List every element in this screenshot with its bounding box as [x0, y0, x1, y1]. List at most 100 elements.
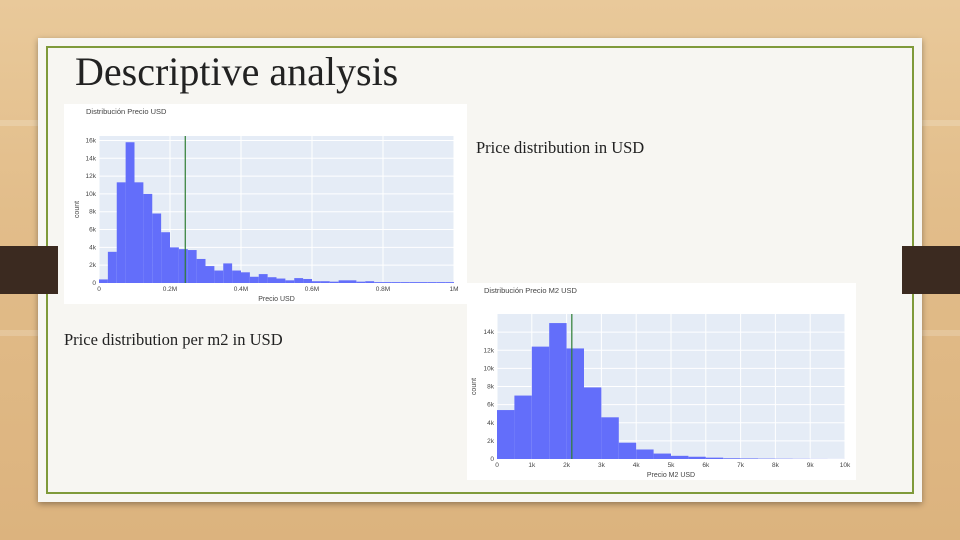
histogram-bar — [187, 250, 197, 283]
histogram-bar — [214, 270, 224, 283]
right-slide-tab — [902, 246, 960, 294]
chart-title: Distribución Precio USD — [86, 107, 167, 116]
histogram-bar — [365, 281, 375, 283]
histogram-bar — [312, 281, 321, 283]
price-histogram-chart: Distribución Precio USD 0 2k 4k 6k 8k 10k 12k 14… — [64, 104, 467, 304]
y-tick-label: 16k — [86, 137, 97, 144]
x-tick-label: 1k — [528, 462, 536, 469]
histogram-bar — [400, 282, 410, 283]
y-axis-label: count — [74, 201, 81, 218]
histogram-bar — [418, 282, 428, 283]
histogram-bar — [374, 282, 383, 283]
x-axis-label: Precio M2 USD — [647, 472, 695, 479]
y-tick-label: 10k — [484, 365, 495, 372]
y-tick-label: 8k — [89, 209, 97, 216]
histogram-bar — [196, 258, 206, 283]
price-m2-histogram-chart: Distribución Precio M2 USD 0 2k 4k 6k 8k 10k 12… — [467, 283, 856, 480]
y-tick-label: 12k — [484, 347, 495, 354]
histogram-bar — [740, 458, 758, 459]
y-tick-label: 2k — [487, 438, 495, 445]
x-tick-label: 8k — [772, 462, 780, 469]
histogram-bar — [294, 278, 304, 283]
histogram-bar — [232, 270, 241, 283]
histogram-bar — [497, 410, 515, 459]
x-tick-label: 0 — [495, 462, 499, 469]
y-tick-label: 6k — [487, 402, 495, 409]
y-tick-label: 2k — [89, 262, 97, 269]
histogram-bar — [143, 193, 153, 283]
histogram-bar — [125, 142, 135, 283]
chart-title: Distribución Precio M2 USD — [484, 286, 578, 295]
histogram-bar — [107, 251, 117, 283]
histogram-bar — [436, 282, 446, 283]
x-tick-label: 2k — [563, 462, 571, 469]
y-tick-label: 8k — [487, 384, 495, 391]
histogram-bar — [241, 272, 250, 283]
histogram-bar — [671, 455, 689, 459]
x-tick-label: 0.4M — [234, 286, 248, 293]
histogram-bar — [223, 263, 233, 283]
y-tick-label: 4k — [89, 244, 97, 251]
x-tick-label: 0 — [97, 286, 101, 293]
y-tick-label: 0 — [490, 456, 494, 463]
histogram-bar — [383, 282, 392, 283]
histogram-bar — [409, 282, 419, 283]
histogram-bar — [161, 232, 170, 283]
x-tick-label: 3k — [598, 462, 606, 469]
y-tick-label: 12k — [86, 173, 97, 180]
histogram-bar — [152, 213, 162, 283]
x-tick-label: 10k — [840, 462, 851, 469]
y-tick-label: 14k — [86, 155, 97, 162]
histogram-bar — [205, 266, 215, 283]
histogram-bar — [618, 442, 637, 459]
histogram-bar — [705, 457, 724, 459]
y-tick-label: 14k — [484, 329, 495, 336]
x-axis-label: Precio USD — [258, 296, 295, 303]
histogram-bar — [170, 247, 179, 283]
histogram-bar — [549, 323, 567, 459]
x-tick-label: 4k — [633, 462, 641, 469]
histogram-bar — [723, 458, 741, 459]
slide-title: Descriptive analysis — [75, 49, 399, 94]
histogram-bar — [303, 278, 312, 283]
x-tick-label: 0.6M — [305, 286, 319, 293]
x-tick-label: 6k — [702, 462, 710, 469]
histogram-bar — [584, 387, 602, 459]
histogram-bar — [566, 348, 584, 459]
histogram-bar — [320, 281, 330, 283]
histogram-bar — [653, 453, 671, 459]
histogram-bar — [99, 279, 108, 283]
histogram-bar — [258, 274, 268, 283]
histogram-bar — [347, 280, 357, 283]
y-tick-label: 10k — [86, 191, 97, 198]
x-tick-label: 5k — [668, 462, 676, 469]
price-histogram-svg: Distribución Precio USD 0 2k 4k 6k 8k 10k 12k 14… — [74, 107, 459, 303]
histogram-bar — [285, 280, 295, 283]
histogram-bar — [445, 282, 454, 283]
y-tick-label: 0 — [92, 280, 96, 287]
histogram-bar — [601, 417, 619, 459]
histogram-bar — [276, 278, 286, 283]
y-axis-label: count — [471, 378, 478, 395]
x-tick-label: 9k — [807, 462, 815, 469]
x-tick-label: 0.2M — [163, 286, 177, 293]
histogram-bar — [688, 456, 706, 459]
left-slide-tab — [0, 246, 58, 294]
x-tick-label: 7k — [737, 462, 745, 469]
histogram-bar — [178, 249, 188, 283]
histogram-bar — [531, 346, 550, 459]
histogram-bar — [329, 281, 339, 283]
histogram-bar — [636, 449, 654, 459]
price-m2-histogram-svg: Distribución Precio M2 USD 0 2k 4k 6k 8k 10k 12… — [471, 286, 851, 479]
histogram-bar — [116, 182, 126, 283]
histogram-bar — [427, 282, 437, 283]
histogram-bar — [134, 182, 144, 283]
x-tick-label: 1M — [449, 286, 458, 293]
histogram-bar — [267, 277, 277, 283]
x-tick-label: 0.8M — [376, 286, 390, 293]
histogram-bar — [514, 395, 532, 459]
caption-price-distribution: Price distribution in USD — [476, 138, 645, 157]
histogram-bar — [338, 280, 348, 283]
histogram-bar — [391, 282, 401, 283]
caption-price-m2-distribution: Price distribution per m2 in USD — [64, 330, 283, 349]
